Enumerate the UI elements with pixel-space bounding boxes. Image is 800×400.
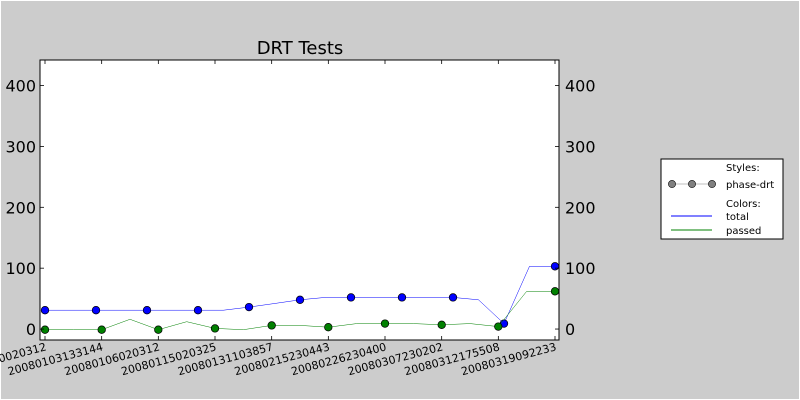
plot-area [39, 59, 560, 341]
y-tick-label-right: 0 [565, 320, 575, 339]
legend-style-marker [668, 180, 676, 188]
legend-total-label: total [726, 212, 749, 223]
y-tick-label-right: 200 [565, 198, 596, 217]
chart-title: DRT Tests [257, 38, 344, 59]
data-point-total [91, 306, 101, 315]
data-point-total [448, 293, 458, 302]
data-point-total [295, 295, 305, 304]
series-layer [40, 262, 560, 334]
y-tick-label-left: 400 [5, 77, 36, 96]
y-tick-label-right: 300 [565, 137, 596, 156]
legend-styles-heading: Styles: [726, 163, 760, 174]
data-point-passed [437, 320, 446, 329]
legend-colors-heading: Colors: [726, 199, 761, 210]
data-point-total [550, 262, 560, 271]
data-point-total [40, 306, 50, 315]
data-point-passed [324, 323, 333, 332]
y-tick-label-left: 100 [5, 259, 36, 278]
data-point-total [397, 293, 407, 302]
y-tick-label-right: 400 [565, 77, 596, 96]
data-point-passed [40, 325, 50, 334]
y-tick-label-right: 100 [565, 259, 596, 278]
data-point-passed [380, 319, 390, 328]
legend-style-marker [688, 180, 696, 188]
series-line-passed [45, 291, 555, 330]
legend-passed-label: passed [726, 226, 761, 237]
legend: Styles: phase-drt Colors: total passed [660, 158, 784, 240]
legend-box [660, 158, 784, 240]
data-point-passed [154, 325, 163, 334]
legend-style-marker [708, 180, 716, 188]
legend-style-label: phase-drt [726, 180, 774, 191]
data-point-passed [494, 322, 503, 331]
data-point-total [244, 302, 254, 312]
data-point-passed [550, 287, 560, 296]
data-point-total [142, 306, 152, 315]
data-point-total [346, 293, 356, 302]
data-point-passed [210, 324, 220, 333]
y-axis-ticks: 0 0 100 100 200 200 300 300 400 400 [5, 77, 595, 339]
y-tick-label-left: 0 [26, 320, 36, 339]
y-tick-label-left: 300 [5, 137, 36, 156]
y-tick-label-left: 200 [5, 198, 36, 217]
data-point-total [193, 306, 203, 315]
data-point-passed [97, 325, 106, 334]
data-point-passed [267, 321, 276, 330]
